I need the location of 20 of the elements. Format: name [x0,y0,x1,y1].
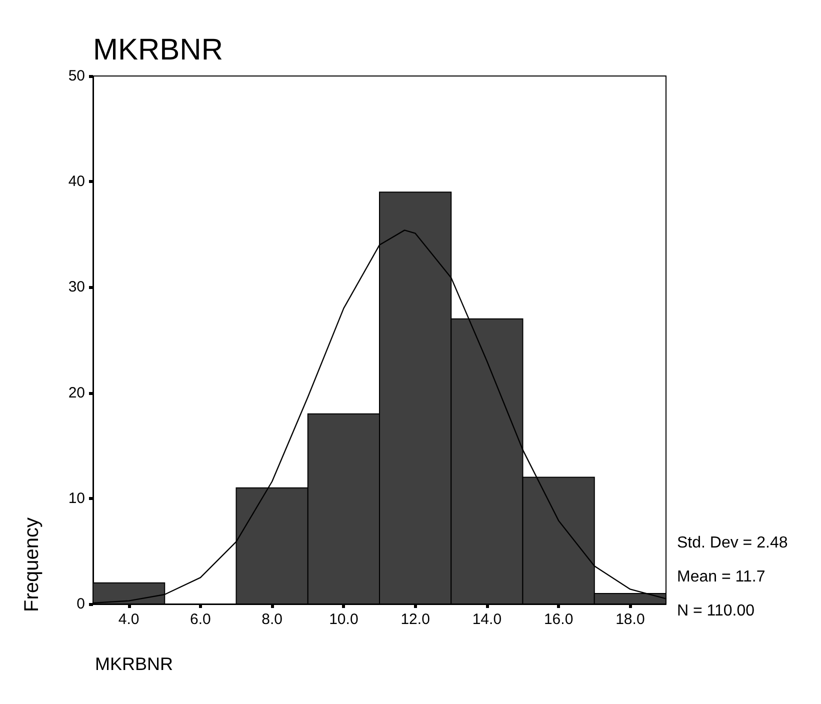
text: N = 110.00 [677,602,755,620]
x-tick-label: 4.0 [118,611,140,628]
y-tick-label: 50 [68,68,85,84]
x-tick-label: 16.0 [544,611,574,628]
y-tick-label: 40 [68,173,85,190]
y-tick-label: 30 [68,278,85,296]
chart-title: MKRBNR [93,34,224,66]
x-tick-label: 6.0 [190,611,211,628]
x-tick-label: 14.0 [472,611,502,628]
y-axis-title: Frequency [21,518,43,612]
text: Std. Dev = 2.48 [677,534,788,552]
x-tick-label: 12.0 [400,611,430,628]
y-tick-label: 20 [68,384,85,402]
x-tick-label: 8.0 [262,611,282,628]
x-tick-label: 18.0 [616,611,645,628]
y-tick-label: 0 [76,596,85,612]
x-tick-label: 10.0 [329,611,358,628]
x-axis-title: MKRBNR [95,654,174,674]
y-tick-label: 10 [68,490,85,507]
text: Mean = 11.7 [677,568,766,586]
